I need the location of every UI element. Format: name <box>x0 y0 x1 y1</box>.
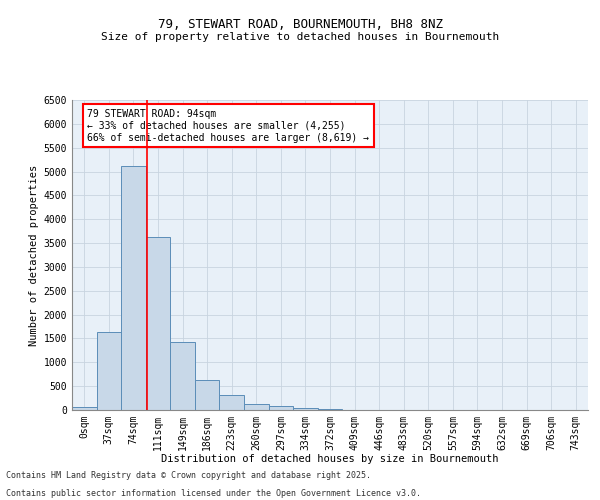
Bar <box>293 408 318 410</box>
Text: Size of property relative to detached houses in Bournemouth: Size of property relative to detached ho… <box>101 32 499 42</box>
Bar <box>220 395 244 410</box>
Bar <box>244 404 269 410</box>
Bar <box>72 406 97 410</box>
X-axis label: Distribution of detached houses by size in Bournemouth: Distribution of detached houses by size … <box>161 454 499 464</box>
Bar <box>146 238 170 410</box>
Bar <box>121 166 146 410</box>
Bar <box>318 408 342 410</box>
Bar <box>269 406 293 410</box>
Y-axis label: Number of detached properties: Number of detached properties <box>29 164 40 346</box>
Text: Contains public sector information licensed under the Open Government Licence v3: Contains public sector information licen… <box>6 488 421 498</box>
Bar <box>170 342 195 410</box>
Text: Contains HM Land Registry data © Crown copyright and database right 2025.: Contains HM Land Registry data © Crown c… <box>6 471 371 480</box>
Bar <box>97 332 121 410</box>
Text: 79 STEWART ROAD: 94sqm
← 33% of detached houses are smaller (4,255)
66% of semi-: 79 STEWART ROAD: 94sqm ← 33% of detached… <box>88 110 370 142</box>
Text: 79, STEWART ROAD, BOURNEMOUTH, BH8 8NZ: 79, STEWART ROAD, BOURNEMOUTH, BH8 8NZ <box>157 18 443 30</box>
Bar <box>195 380 220 410</box>
